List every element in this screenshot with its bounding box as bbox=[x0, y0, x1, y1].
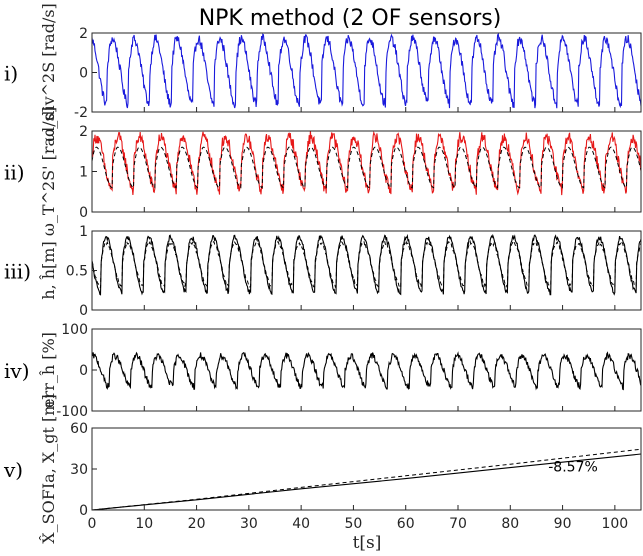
y-axis-label: err_ĥ [%] bbox=[38, 332, 58, 408]
x-tick-label: 70 bbox=[449, 516, 467, 532]
axes-box bbox=[91, 130, 642, 213]
y-tick-label: 1 bbox=[79, 165, 88, 181]
y-axis-label: ω_T^2S' [rad/s] bbox=[39, 107, 58, 236]
y-tick-label: -100 bbox=[56, 404, 88, 420]
y-tick-label: 0.5 bbox=[66, 264, 88, 280]
series-line-1 bbox=[92, 33, 641, 109]
y-tick-label: 1 bbox=[79, 224, 88, 240]
y-axis-label: ω_div^2S [rad/s] bbox=[39, 3, 58, 142]
x-tick-label: 100 bbox=[601, 516, 628, 532]
panel-tag-label: iv) bbox=[4, 359, 30, 383]
x-tick-label: 50 bbox=[345, 516, 363, 532]
x-axis-label: t[s] bbox=[353, 533, 382, 553]
panel-tag-label: v) bbox=[3, 458, 23, 482]
panels-layer: -2 0 2 i) ω_div^2S [rad/s] 0 1 2 ii) ω_T^2S' [rad… bbox=[3, 3, 642, 544]
panel-4: -100 0 100 iv) err_ĥ [%] bbox=[4, 322, 642, 420]
x-tick-label: 0 bbox=[88, 516, 97, 532]
series-line-2 bbox=[92, 239, 641, 289]
drift-annotation: -8.57% bbox=[548, 459, 598, 475]
y-tick-label: 0 bbox=[79, 66, 88, 82]
y-tick-label: 2 bbox=[79, 124, 88, 140]
x-tick-label: 30 bbox=[240, 516, 258, 532]
series-line-1 bbox=[92, 131, 641, 196]
y-tick-label: 60 bbox=[70, 421, 88, 437]
series-line-2 bbox=[92, 146, 641, 189]
y-tick-label: 2 bbox=[79, 26, 88, 42]
x-tick-label: 10 bbox=[135, 516, 153, 532]
x-tick-label: 40 bbox=[292, 516, 310, 532]
y-tick-label: 0 bbox=[79, 363, 88, 379]
y-tick-label: 0 bbox=[79, 503, 88, 519]
y-tick-label: -2 bbox=[74, 105, 88, 121]
y-tick-label: 0 bbox=[79, 205, 88, 221]
series-line-2 bbox=[92, 448, 641, 510]
y-axis-label: X̂_SOFIa, X_gt [m] bbox=[39, 394, 58, 543]
panel-1: -2 0 2 i) ω_div^2S [rad/s] bbox=[4, 3, 642, 142]
series-line-1 bbox=[92, 233, 641, 296]
y-axis-label: h, ĥ[m] bbox=[38, 241, 58, 299]
x-tick-label: 90 bbox=[554, 516, 572, 532]
y-tick-label: 0 bbox=[79, 303, 88, 319]
panel-5: 0 30 60 0 10 20 30 40 50 60 70 80 90 100 v) X̂_SOFIa, X… bbox=[3, 394, 642, 544]
x-tick-label: 80 bbox=[501, 516, 519, 532]
chart-title: NPK method (2 OF sensors) bbox=[199, 6, 502, 31]
panel-2: 0 1 2 ii) ω_T^2S' [rad/s] bbox=[4, 107, 642, 236]
panel-tag-label: i) bbox=[4, 62, 18, 86]
x-tick-label: 60 bbox=[397, 516, 415, 532]
y-tick-label: 30 bbox=[70, 462, 88, 478]
series-line-1 bbox=[92, 351, 641, 391]
panel-3: 0 0.5 1 iii) h, ĥ[m] bbox=[4, 224, 642, 319]
panel-tag-label: iii) bbox=[4, 260, 31, 284]
x-tick-label: 20 bbox=[188, 516, 206, 532]
panel-tag-label: ii) bbox=[4, 161, 25, 185]
y-tick-label: 100 bbox=[61, 322, 88, 338]
